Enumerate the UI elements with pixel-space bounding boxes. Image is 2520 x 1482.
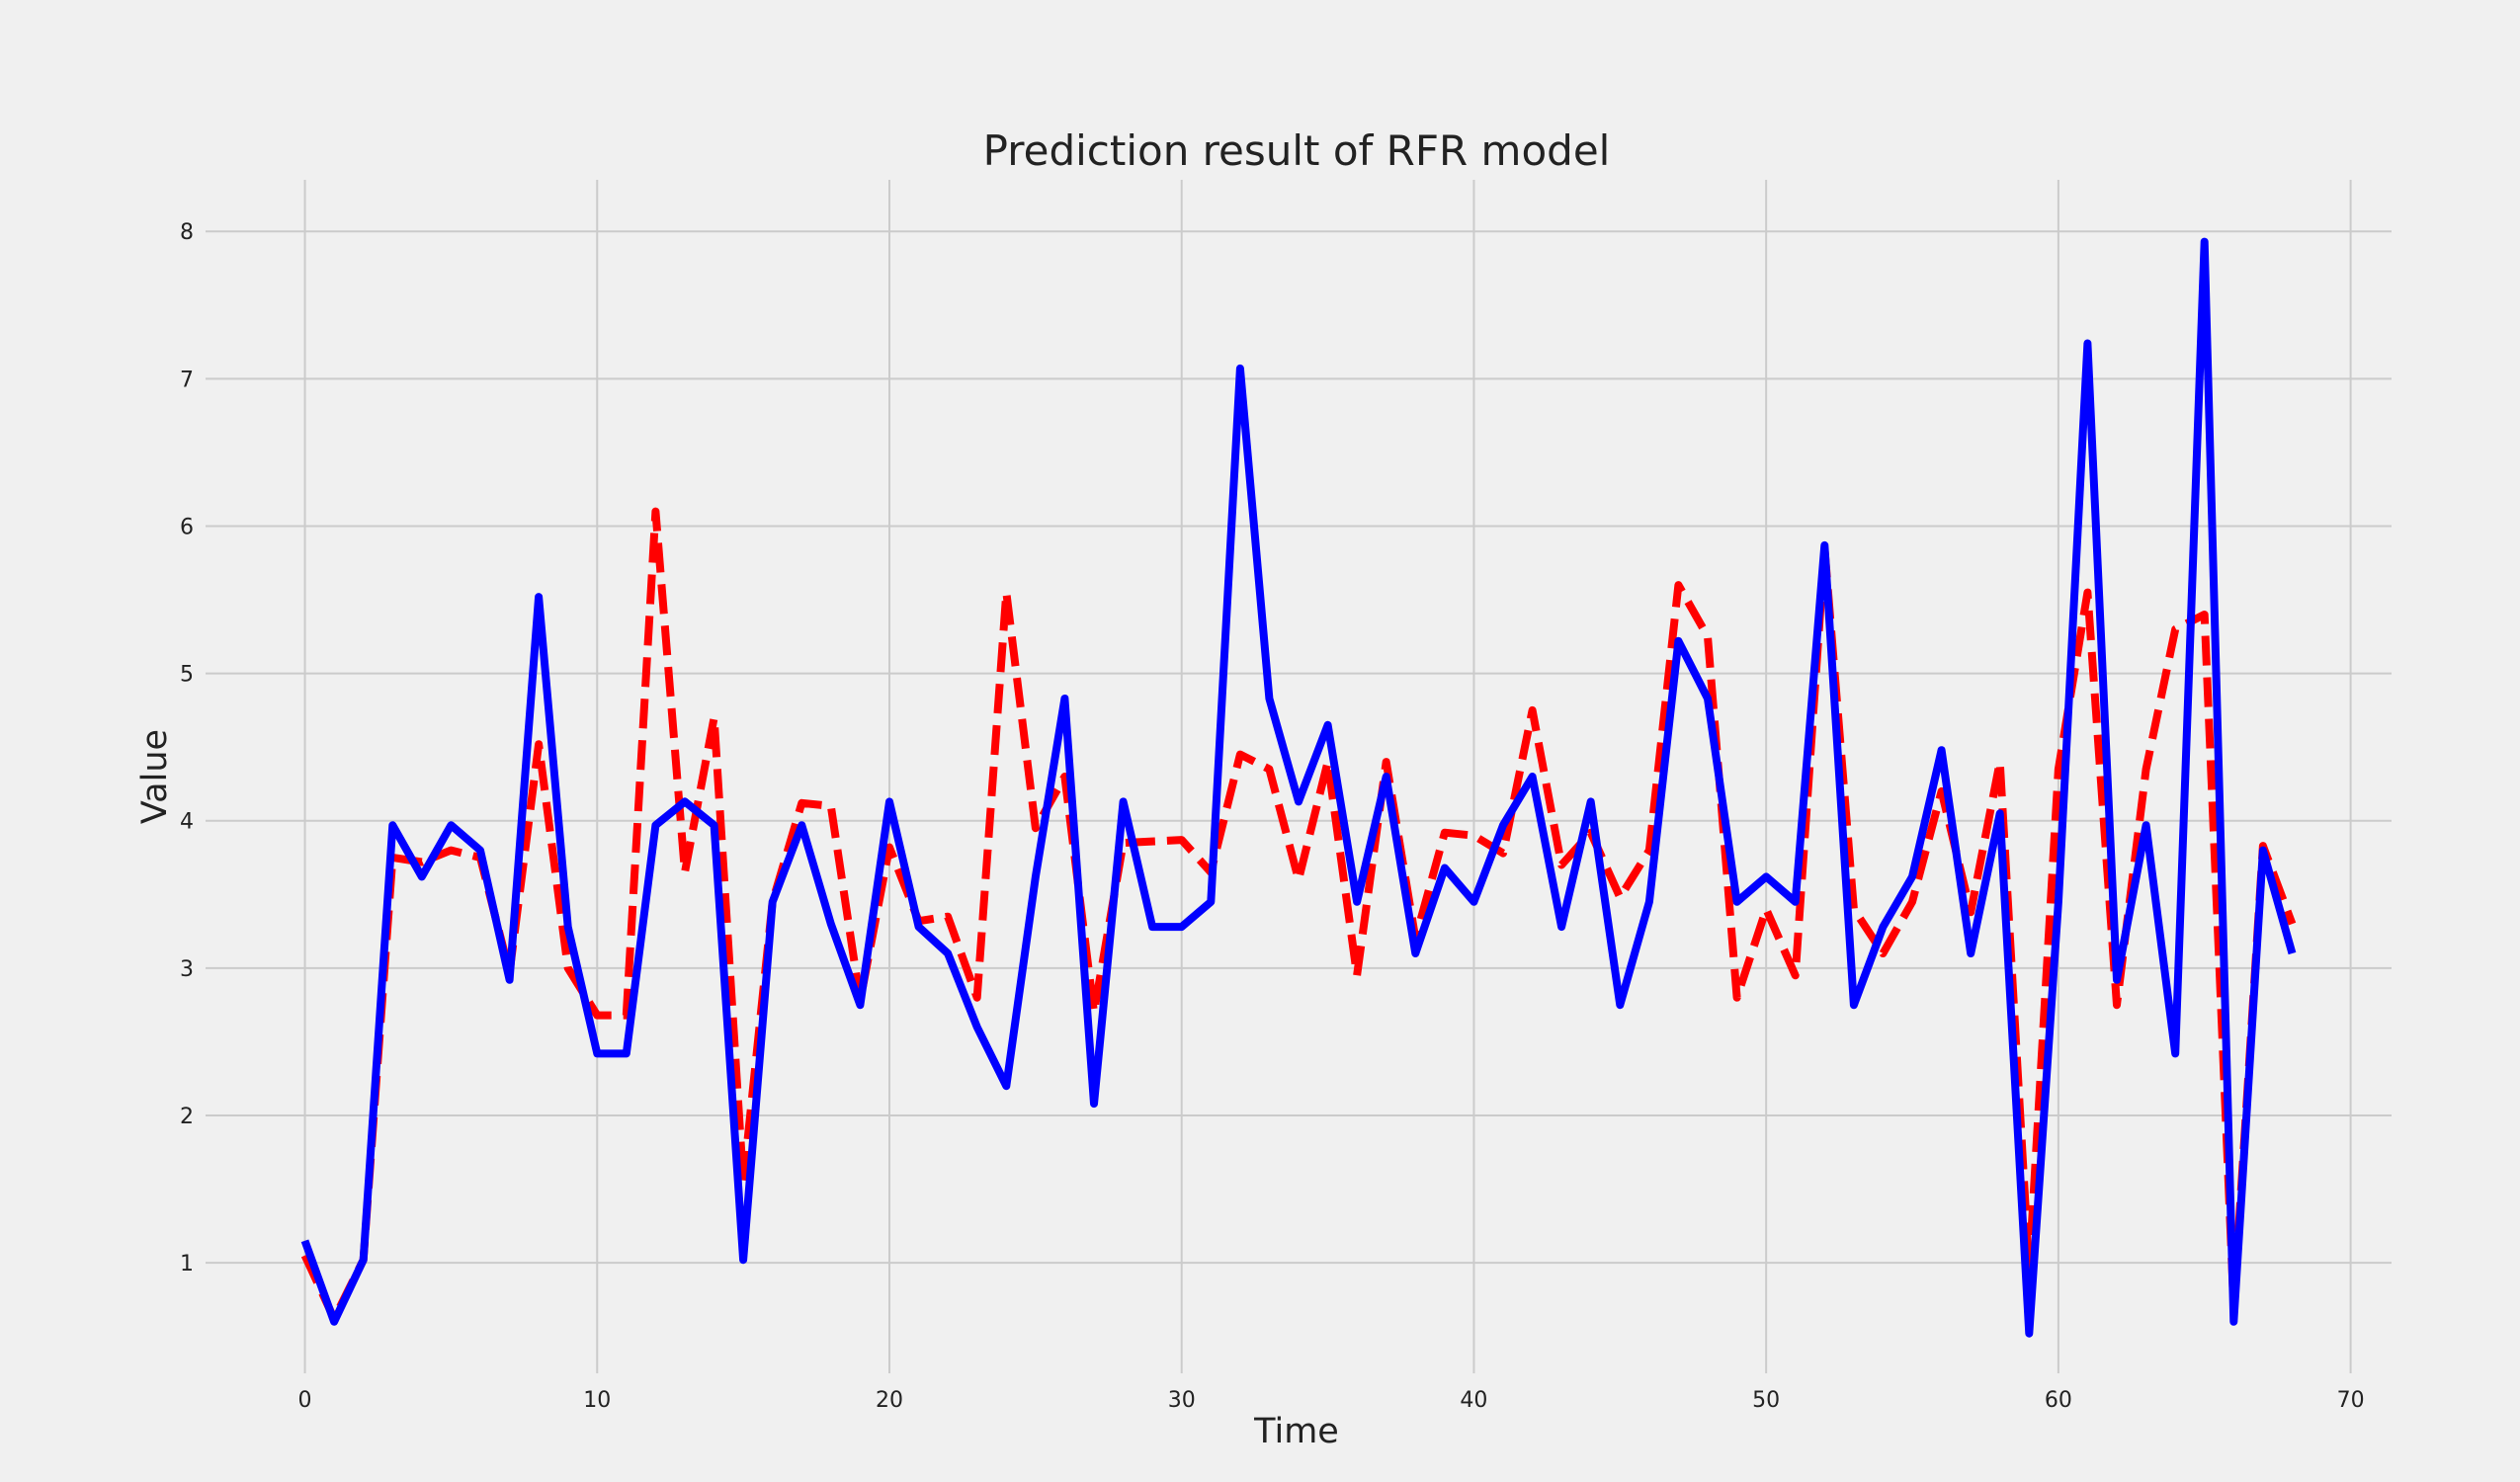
y-tick-label: 4: [180, 810, 194, 835]
chart-title: Prediction result of RFR model: [983, 126, 1611, 175]
x-tick-label: 50: [1752, 1388, 1780, 1413]
x-tick-label: 60: [2045, 1388, 2072, 1413]
series-line-blue-solid: [300, 237, 2297, 1338]
x-tick-label: 20: [876, 1388, 903, 1413]
x-tick-label: 10: [583, 1388, 611, 1413]
y-tick-label: 3: [180, 957, 194, 982]
x-tick-label: 40: [1460, 1388, 1487, 1413]
y-tick-label: 6: [180, 515, 194, 539]
y-tick-label: 2: [180, 1105, 194, 1129]
x-tick-label: 70: [2337, 1388, 2365, 1413]
y-tick-label: 1: [180, 1252, 194, 1276]
x-tick-label: 0: [298, 1388, 312, 1413]
x-tick-label: 30: [1168, 1388, 1196, 1413]
y-tick-label: 5: [180, 663, 194, 688]
y-tick-label: 7: [180, 368, 194, 392]
x-axis-label: Time: [1253, 1412, 1339, 1451]
y-axis-label: Value: [135, 729, 175, 824]
y-tick-label: 8: [180, 220, 194, 245]
tick-labels: 0 10 20 30 40 50 60 70 1 2 3 4 5 6 7 8: [180, 220, 2365, 1413]
series-layer: [300, 237, 2297, 1338]
